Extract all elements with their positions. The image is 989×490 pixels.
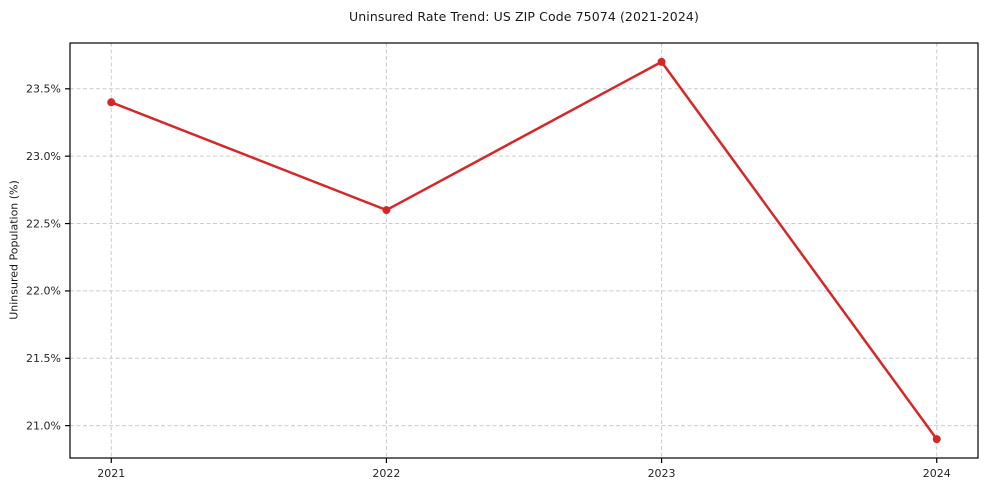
x-tick-label: 2021 (97, 467, 125, 480)
plot-border (69, 42, 979, 459)
x-tick-label: 2022 (372, 467, 400, 480)
data-point-marker (657, 57, 666, 66)
trend-line (110, 60, 938, 441)
data-point-marker (107, 98, 116, 107)
y-tick-label: 23.0% (26, 150, 61, 163)
y-tick-label: 21.5% (26, 352, 61, 365)
y-tick-label: 21.0% (26, 419, 61, 432)
x-tick-label: 2023 (648, 467, 676, 480)
chart-title: Uninsured Rate Trend: US ZIP Code 75074 … (349, 9, 699, 24)
data-point-marker (932, 435, 941, 444)
x-tick-label: 2024 (923, 467, 951, 480)
y-tick-label: 23.5% (26, 83, 61, 96)
y-tick-label: 22.5% (26, 217, 61, 230)
y-tick-label: 22.0% (26, 285, 61, 298)
data-point-marker (382, 206, 391, 215)
